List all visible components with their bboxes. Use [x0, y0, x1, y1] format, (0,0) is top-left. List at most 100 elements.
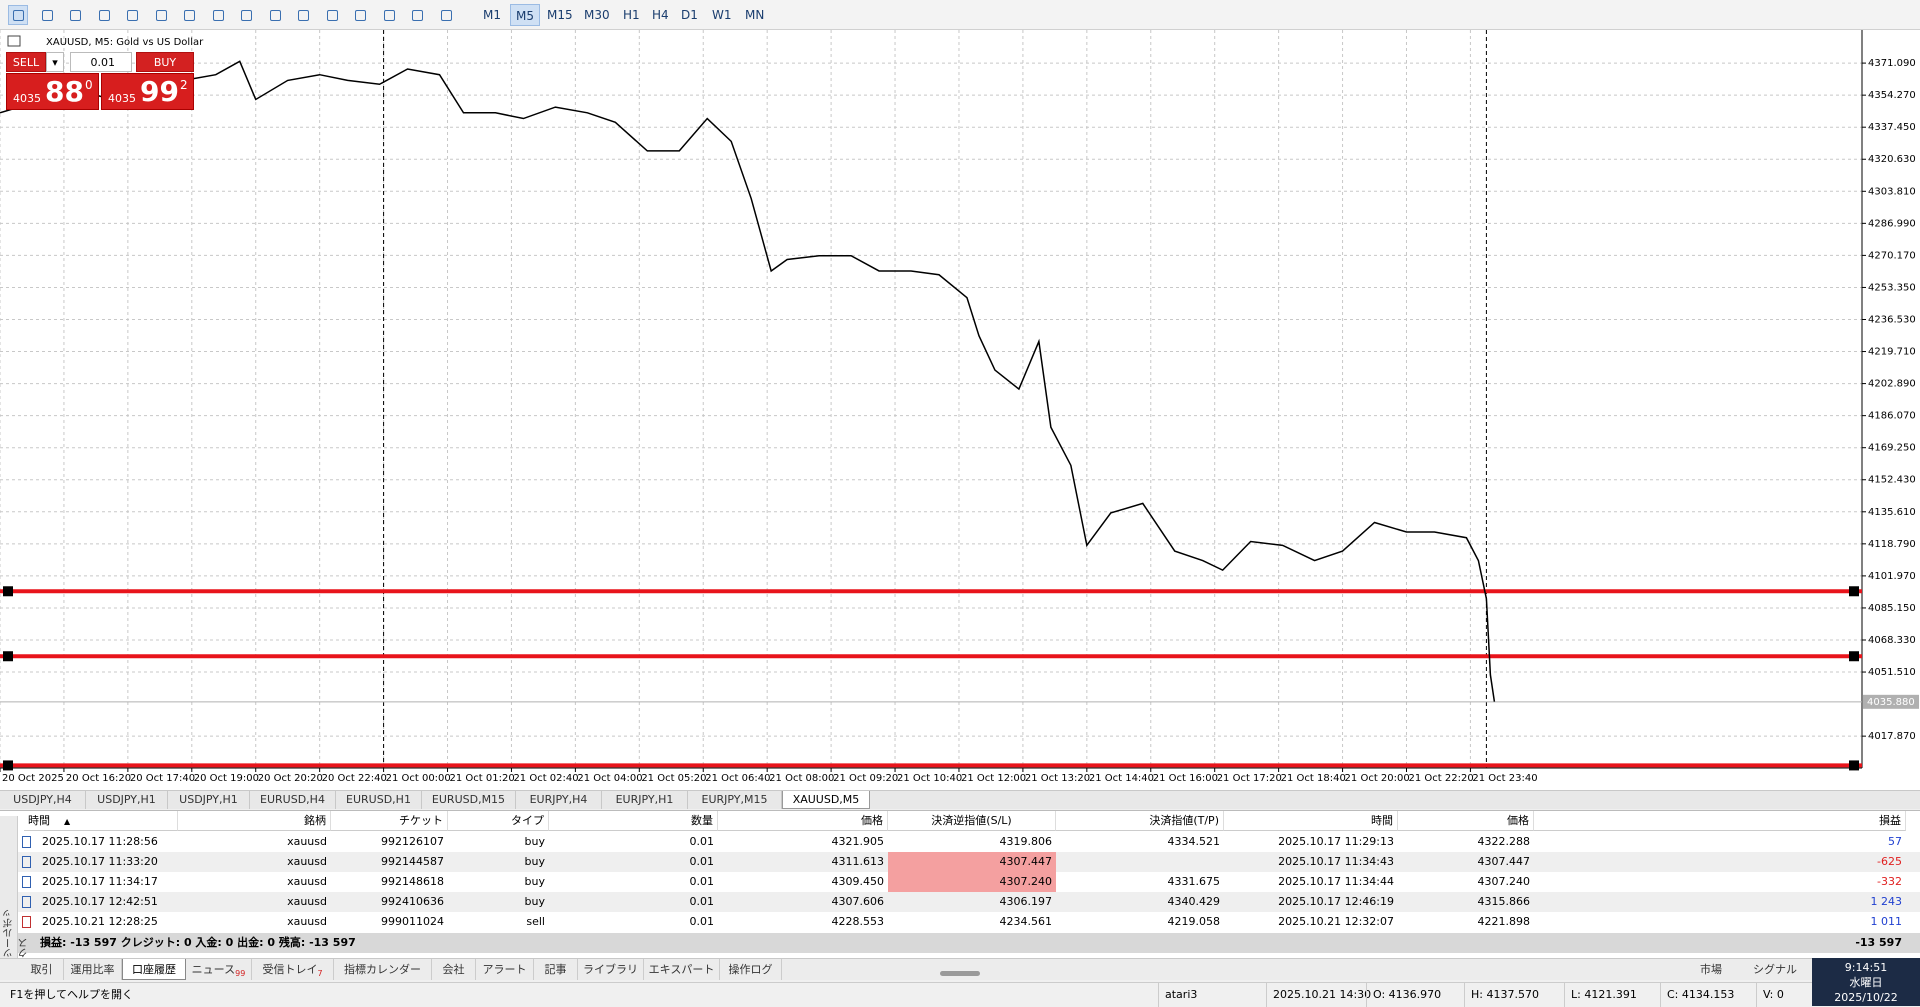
toolbox-tab[interactable]: 操作ログ [720, 959, 782, 980]
chart-tab[interactable]: USDJPY,H1 [86, 791, 168, 809]
toolbox-tab[interactable]: エキスパート [644, 959, 720, 980]
tab-label: 操作ログ [728, 963, 773, 976]
chart-tab[interactable]: EURJPY,M15 [688, 791, 782, 809]
icon-glyph [326, 10, 338, 21]
tool-icon[interactable] [122, 5, 142, 25]
sell-button[interactable]: SELL [6, 52, 46, 72]
column-header[interactable]: 銘柄 [178, 811, 331, 831]
timeframe-button[interactable]: MN [745, 8, 765, 22]
y-tick-label: 4354.270 [1868, 90, 1916, 101]
tool-icon[interactable] [350, 5, 370, 25]
chart-tab[interactable]: EURJPY,H4 [516, 791, 602, 809]
timeframe-button[interactable]: M15 [547, 8, 573, 22]
column-header[interactable]: 価格 [1398, 811, 1534, 831]
chart-tab[interactable]: USDJPY,H1 [168, 791, 250, 809]
toolbox-tab[interactable]: 運用比率 [64, 959, 122, 980]
tool-icon[interactable] [379, 5, 399, 25]
column-header[interactable]: 決済指値(T/P) [1056, 811, 1224, 831]
volume-input[interactable]: 0.01 [70, 52, 132, 72]
bid-price[interactable]: 4035 88 0 [6, 73, 99, 110]
tool-icon[interactable] [37, 5, 57, 25]
y-tick-label: 4270.170 [1868, 250, 1916, 261]
timeframe-button[interactable]: H4 [652, 8, 669, 22]
toolbox-tab[interactable]: 取引 [20, 959, 64, 980]
chart-tab[interactable]: EURUSD,H4 [250, 791, 336, 809]
timeframe-button[interactable]: M5 [510, 4, 540, 26]
chart-tab[interactable]: XAUUSD,M5 [782, 791, 870, 809]
toolbox-tab[interactable]: 記事 [534, 959, 578, 980]
tool-icon[interactable] [407, 5, 427, 25]
column-header[interactable]: 時間 [1224, 811, 1398, 831]
tool-icon[interactable] [436, 5, 456, 25]
table-cell: 4307.447 [1477, 855, 1531, 868]
tool-icon[interactable] [179, 5, 199, 25]
tab-label: 指標カレンダー [344, 963, 421, 976]
side-tab[interactable]: シグナル [1753, 963, 1797, 976]
timeframe-button[interactable]: W1 [712, 8, 732, 22]
column-header[interactable]: タイプ [448, 811, 549, 831]
toolbox-tab[interactable]: 指標カレンダー [334, 959, 432, 980]
chart-tabs: USDJPY,H4 USDJPY,H1 USDJPY,H1 EURUSD,H4 EURU… [0, 790, 1920, 809]
table-cell: 2025.10.17 11:34:43 [1278, 855, 1394, 868]
toolbox-tab[interactable]: 受信トレイ7 [252, 959, 334, 980]
chart-tab[interactable]: EURJPY,H1 [602, 791, 688, 809]
status-time: 2025.10.21 14:30 [1266, 983, 1371, 1007]
table-cell: xauusd [287, 855, 327, 868]
toolbox-tab[interactable]: 口座履歴 [122, 959, 186, 980]
tool-icon[interactable] [322, 5, 342, 25]
column-header[interactable]: 数量 [549, 811, 718, 831]
bid-sup: 0 [85, 78, 93, 92]
bid-big: 4035 [13, 92, 41, 105]
side-tab[interactable]: 市場 [1700, 963, 1722, 976]
chart-tab[interactable]: EURUSD,H1 [336, 791, 422, 809]
x-tick-label: 21 Oct 18:40 [1281, 773, 1346, 784]
toolbox-tab[interactable]: ニュース99 [186, 959, 252, 980]
icon-glyph [41, 10, 53, 21]
table-cell: xauusd [287, 895, 327, 908]
chart-tab[interactable]: EURUSD,M15 [422, 791, 516, 809]
tab-badge: 7 [317, 969, 323, 978]
tab-label: 口座履歴 [132, 963, 176, 976]
current-price-label: 4035.880 [1867, 697, 1915, 708]
dropdown[interactable]: ▾ [46, 52, 64, 72]
toolbox-tab[interactable]: ライブラリ [578, 959, 644, 980]
ask-main: 99 [140, 75, 179, 108]
timeframe-button[interactable]: M1 [483, 8, 501, 22]
x-tick-label: 21 Oct 23:40 [1472, 773, 1537, 784]
clock-time: 9:14:51 [1844, 961, 1888, 974]
icon-glyph [155, 10, 167, 21]
toolbox-side: ツールボックス [0, 816, 30, 958]
table-cell: 2025.10.21 12:28:25 [42, 915, 158, 928]
tab-label: 取引 [30, 963, 53, 976]
tool-icon[interactable] [265, 5, 285, 25]
tab-label: エキスパート [648, 963, 715, 976]
tool-icon[interactable] [293, 5, 313, 25]
table-cell: xauusd [287, 875, 327, 888]
icon-glyph [13, 10, 24, 21]
summary-row: 損益: -13 597 クレジット: 0 入金: 0 出金: 0 残高: -13… [18, 933, 1920, 953]
column-header[interactable]: 価格 [718, 811, 888, 831]
tool-icon[interactable] [8, 5, 28, 25]
y-tick-label: 4219.710 [1868, 347, 1916, 358]
tool-icon[interactable] [151, 5, 171, 25]
icon-glyph [184, 10, 195, 21]
icon-glyph [269, 10, 281, 21]
column-header[interactable]: 決済逆指値(S/L) [888, 811, 1056, 831]
toolbox-tab[interactable]: 会社 [432, 959, 476, 980]
column-header[interactable]: チケット [331, 811, 448, 831]
tool-icon[interactable] [208, 5, 228, 25]
column-header[interactable]: 時間 ▲ [24, 811, 178, 831]
chart-tab[interactable]: USDJPY,H4 [0, 791, 86, 809]
ask-price[interactable]: 4035 99 2 [101, 73, 194, 110]
tool-icon[interactable] [94, 5, 114, 25]
x-tick-label: 21 Oct 14:40 [1089, 773, 1154, 784]
toolbox-tab[interactable]: アラート [476, 959, 534, 980]
timeframe-button[interactable]: M30 [584, 8, 610, 22]
timeframe-button[interactable]: H1 [623, 8, 640, 22]
timeframe-button[interactable]: D1 [681, 8, 698, 22]
column-header[interactable]: 損益 [1534, 811, 1906, 831]
table-cell: 992144587 [381, 855, 444, 868]
buy-button[interactable]: BUY [136, 52, 194, 72]
tool-icon[interactable] [236, 5, 256, 25]
tool-icon[interactable] [65, 5, 85, 25]
